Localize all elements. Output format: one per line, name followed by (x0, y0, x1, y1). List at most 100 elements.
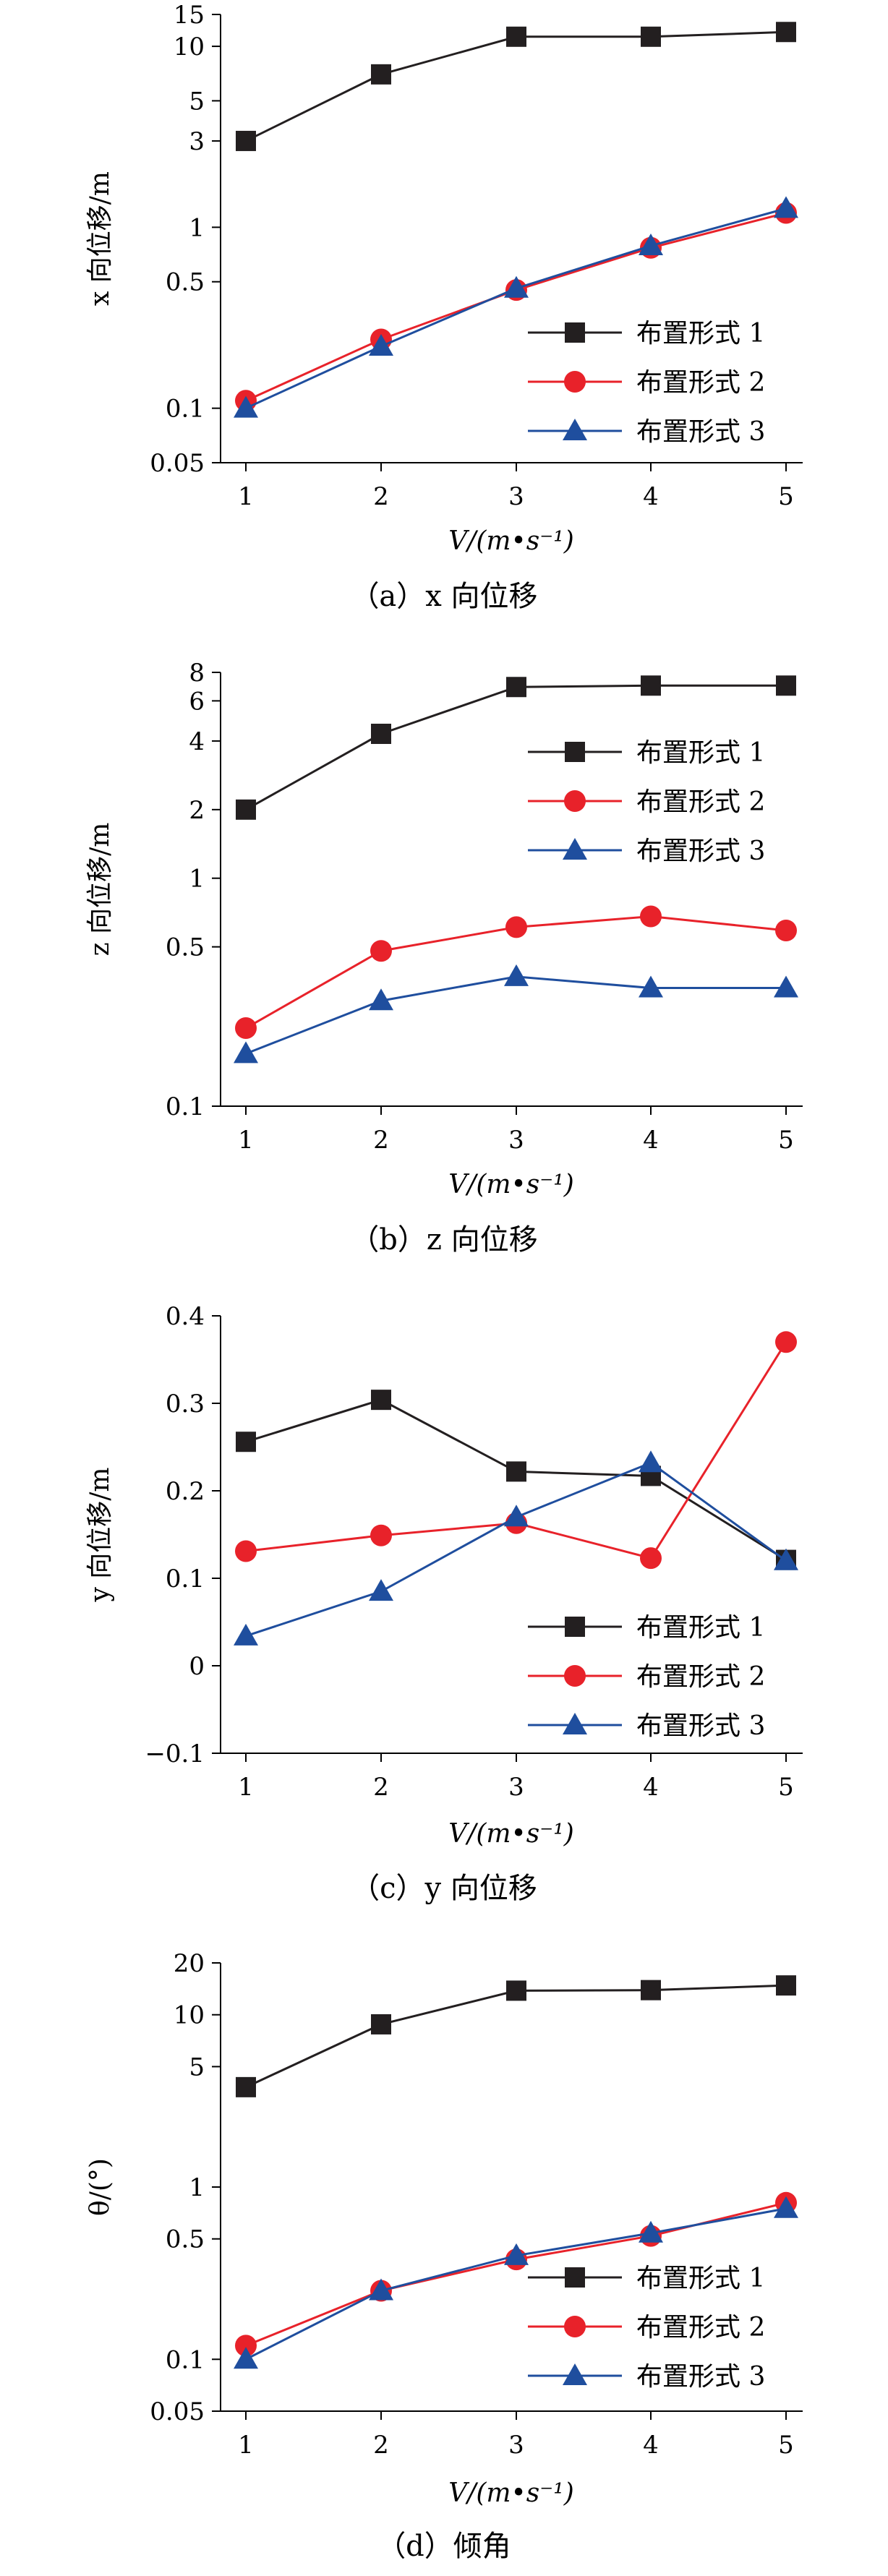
legend-label-3: 布置形式 3 (636, 1711, 765, 1741)
y-tick-label: 5 (189, 2053, 205, 2081)
x-tick-label: 5 (778, 1773, 794, 1802)
series-1-point (776, 1975, 796, 1996)
y-tick-label: 4 (189, 727, 205, 756)
series-3-point (369, 988, 393, 1011)
y-tick-label: 20 (174, 1949, 205, 1978)
x-tick-label: 5 (778, 482, 794, 511)
series-1-point (236, 2076, 256, 2097)
x-tick-label: 4 (643, 482, 659, 511)
y-tick-label: 0.3 (166, 1390, 205, 1418)
y-tick-label: −0.1 (145, 1740, 205, 1768)
legend-label-2: 布置形式 2 (636, 368, 765, 398)
y-tick-label: 2 (189, 796, 205, 825)
x-tick-label: 1 (238, 2431, 254, 2460)
legend: 布置形式 1 布置形式 2 布置形式 3 (528, 1613, 765, 1741)
x-tick-label: 2 (373, 482, 389, 511)
series-3-point (504, 2243, 529, 2265)
x-tick-label: 2 (373, 1126, 389, 1155)
x-axis-label: V/(m•s⁻¹) (448, 526, 574, 556)
legend-marker-2 (564, 2316, 586, 2337)
series-3-point (504, 275, 529, 298)
legend-label-2: 布置形式 2 (636, 2313, 765, 2342)
y-axis-label: θ/(°) (85, 2158, 115, 2216)
chart-panel-c: −0.1 0 0.1 0.2 0.3 0.4 1 2 3 4 5 V/(m•s⁻¹) y 向位移/m 布置… (85, 1302, 803, 1905)
series-2-point (775, 919, 797, 941)
legend-label-1: 布置形式 1 (636, 738, 765, 768)
series-2-point (640, 905, 662, 928)
panel-caption: （c）y 向位移 (351, 1872, 537, 1905)
series-3-point (234, 1041, 258, 1064)
y-axis-label: x 向位移/m (85, 171, 115, 306)
chart-panel-a: 0.05 0.1 0.5 1 3 5 10 15 1 2 3 4 5 V/(m•s⁻¹) x 向位移/m 布置… (85, 1, 803, 613)
y-tick-label: 10 (174, 33, 205, 61)
x-tick-label: 3 (508, 482, 524, 511)
series-3-point (639, 2220, 663, 2243)
series-1-point (506, 26, 526, 47)
legend-marker-1 (565, 742, 585, 762)
x-axis-label: V/(m•s⁻¹) (448, 2478, 574, 2508)
x-tick-label: 5 (778, 1126, 794, 1155)
series-1-point (371, 2014, 391, 2034)
y-tick-label: 0.5 (166, 268, 205, 297)
chart-panel-d: 0.05 0.1 0.5 1 5 10 20 1 2 3 4 5 V/(m•s⁻¹) θ/(°) 布置形式 … (85, 1949, 803, 2563)
series-1-point (371, 1390, 391, 1411)
y-tick-label: 15 (174, 1, 205, 30)
legend-marker-3 (563, 2363, 587, 2385)
panel-caption: （a）x 向位移 (350, 580, 537, 613)
y-tick-label: 0.5 (166, 2225, 205, 2254)
series-3-point (774, 1548, 798, 1570)
y-tick-label: 1 (189, 2173, 205, 2202)
y-tick-label: 0.1 (166, 2345, 205, 2374)
series-1-point (371, 724, 391, 745)
series-line-1 (245, 30, 787, 142)
series-3-point (234, 395, 258, 418)
x-axis-label: V/(m•s⁻¹) (448, 1170, 574, 1199)
series-1-point (371, 64, 391, 85)
y-tick-label: 0.05 (150, 2397, 205, 2426)
legend: 布置形式 1 布置形式 2 布置形式 3 (528, 738, 765, 866)
y-tick-label: 0.1 (166, 1092, 205, 1121)
series-3-point (369, 1579, 393, 1601)
series-1-point (641, 1980, 661, 2001)
series-3-point (639, 975, 663, 998)
x-tick-label: 2 (373, 1773, 389, 1802)
series-3-point (774, 2196, 798, 2218)
y-tick-label: 5 (189, 87, 205, 116)
y-tick-label: 10 (174, 2001, 205, 2030)
x-tick-label: 2 (373, 2431, 389, 2460)
legend-label-3: 布置形式 3 (636, 2362, 765, 2392)
series-line-3 (245, 975, 786, 1055)
series-2-point (775, 1331, 797, 1353)
series-3-point (774, 196, 798, 218)
series-3-point (639, 1450, 663, 1473)
series-3-point (369, 2278, 393, 2301)
series-3-point (504, 1505, 529, 1527)
y-tick-label: 0.1 (166, 395, 205, 424)
x-tick-label: 1 (238, 1773, 254, 1802)
legend-marker-1 (565, 2267, 585, 2288)
legend-marker-1 (565, 1617, 585, 1637)
series-3-point (504, 964, 529, 986)
x-tick-label: 4 (643, 1126, 659, 1155)
series-1-point (236, 1432, 256, 1452)
y-axis-label: y 向位移/m (85, 1467, 115, 1602)
series-1-point (506, 677, 526, 698)
legend-label-3: 布置形式 3 (636, 836, 765, 866)
series-3-point (234, 2347, 258, 2369)
x-tick-label: 5 (778, 2431, 794, 2460)
y-axis-label: z 向位移/m (85, 823, 115, 957)
legend-marker-2 (564, 1665, 586, 1687)
legend-label-3: 布置形式 3 (636, 417, 765, 447)
series-1-point (641, 26, 661, 47)
series-2-point (370, 940, 392, 962)
y-tick-label: 3 (189, 127, 205, 156)
series-1-point (506, 1980, 526, 2001)
y-tick-label: 8 (189, 659, 205, 688)
legend-marker-2 (564, 790, 586, 812)
y-tick-label: 0.4 (166, 1302, 205, 1331)
series-3-point (639, 233, 663, 255)
series-2-point (235, 2335, 257, 2357)
series-1-point (641, 675, 661, 696)
